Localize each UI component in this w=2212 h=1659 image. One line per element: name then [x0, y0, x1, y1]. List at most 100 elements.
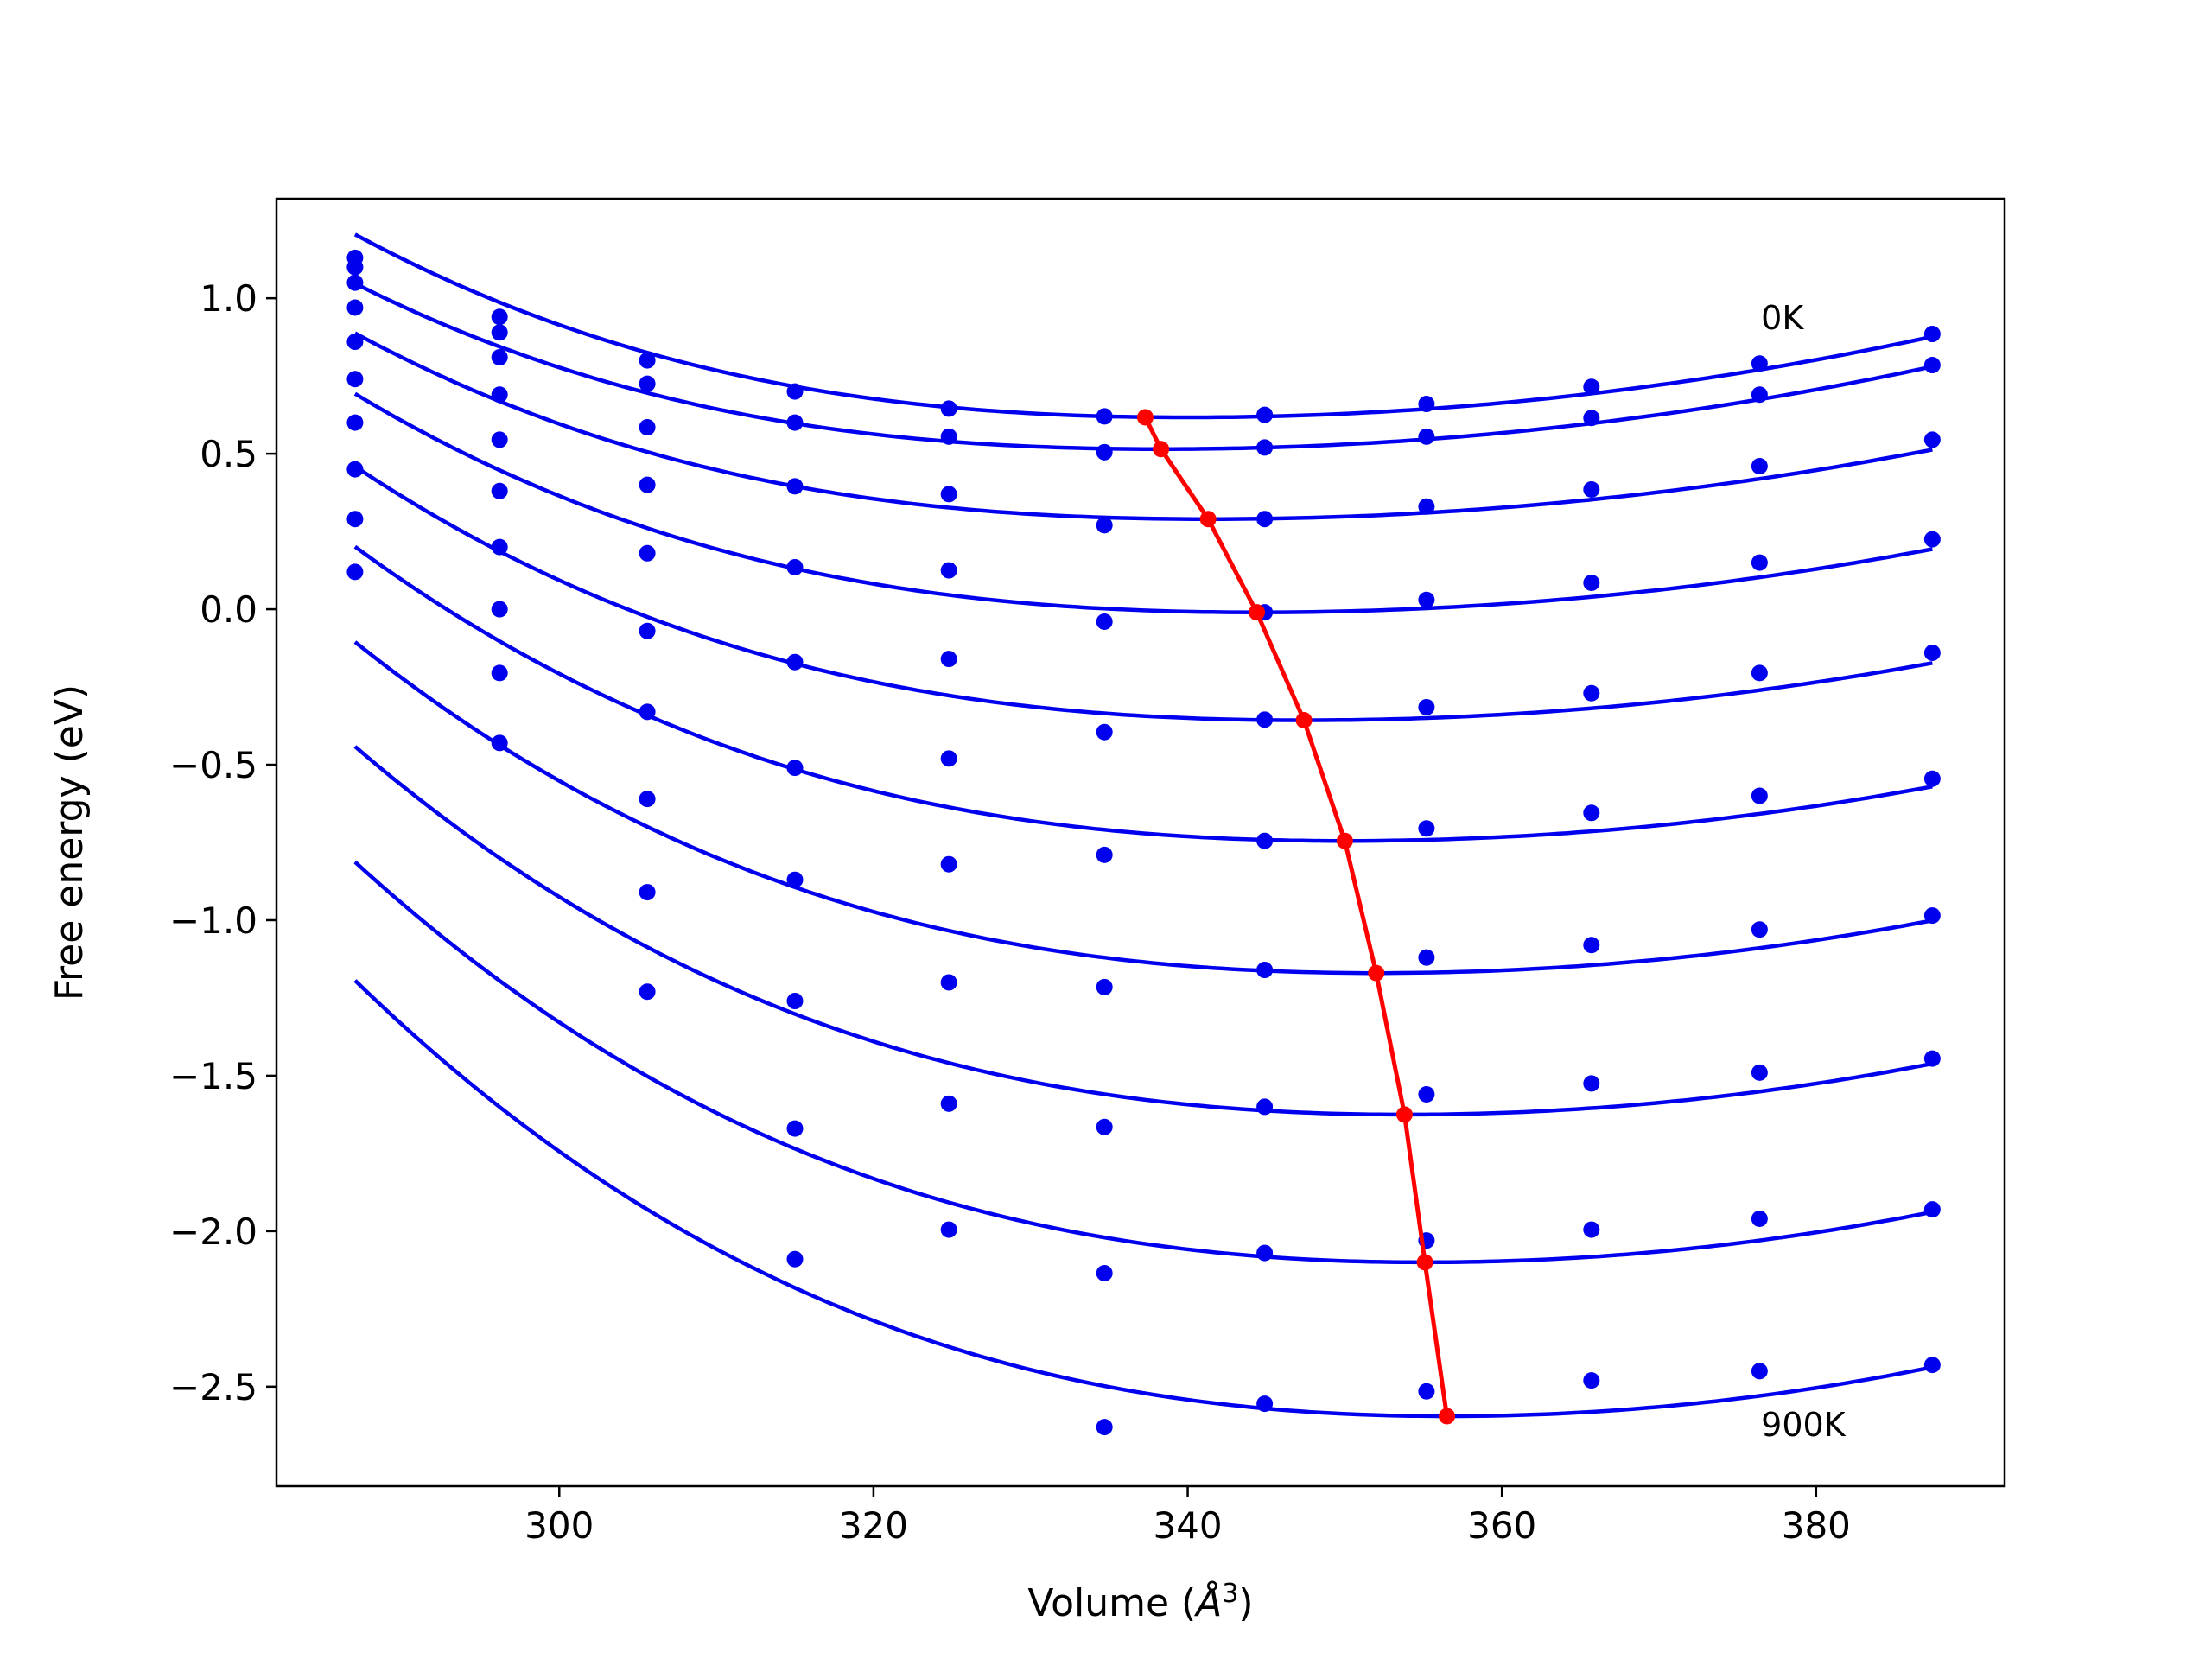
curve-500K [353, 544, 1933, 843]
point-700K-3 [786, 993, 804, 1010]
point-700K-0 [346, 461, 364, 478]
point-800K-5 [1096, 1264, 1113, 1281]
point-900K-1 [491, 734, 508, 752]
point-800K-0 [346, 511, 364, 528]
point-600K-7 [1418, 949, 1435, 966]
point-0K-4 [940, 400, 957, 417]
point-700K-8 [1583, 1075, 1600, 1092]
point-700K-5 [1096, 1118, 1113, 1135]
curve-300K [353, 391, 1933, 614]
point-300K-2 [639, 476, 656, 493]
point-300K-1 [491, 386, 508, 404]
point-600K-1 [491, 538, 508, 556]
point-300K-4 [940, 562, 957, 579]
point-600K-4 [940, 855, 957, 873]
point-900K-8 [1583, 1372, 1600, 1389]
point-300K-10 [1923, 531, 1941, 548]
point-500K-7 [1418, 820, 1435, 837]
curve-400K [353, 464, 1933, 722]
point-400K-2 [639, 544, 656, 562]
point-0K-8 [1583, 378, 1600, 396]
point-600K-0 [346, 414, 364, 431]
point-0K-9 [1751, 355, 1768, 372]
point-500K-3 [786, 760, 804, 777]
point-400K-8 [1583, 684, 1600, 702]
curve-100K [353, 282, 1933, 451]
point-900K-10 [1923, 1357, 1941, 1374]
curve-200K [353, 331, 1933, 521]
point-100K-6 [1256, 439, 1274, 456]
point-500K-4 [940, 750, 957, 767]
point-900K-3 [786, 1250, 804, 1268]
y-tick-label-0: 1.0 [200, 277, 257, 320]
point-400K-1 [491, 431, 508, 448]
point-500K-2 [639, 622, 656, 639]
point-700K-7 [1418, 1086, 1435, 1103]
point-500K-10 [1923, 770, 1941, 787]
point-300K-7 [1418, 591, 1435, 608]
minimum-point-0 [1136, 409, 1154, 426]
point-300K-3 [786, 558, 804, 575]
point-0K-1 [491, 308, 508, 326]
point-0K-6 [1256, 406, 1274, 423]
point-900K-9 [1751, 1363, 1768, 1380]
point-500K-1 [491, 482, 508, 499]
point-200K-0 [346, 274, 364, 291]
y-tick-label-2: 0.0 [200, 588, 257, 631]
point-900K-0 [346, 563, 364, 581]
plot-frame [275, 197, 2006, 1488]
curve-700K [353, 745, 1933, 1117]
point-100K-1 [491, 324, 508, 341]
point-200K-5 [1096, 517, 1113, 534]
point-400K-5 [1096, 723, 1113, 741]
x-axis-label-close: ) [1238, 1581, 1253, 1625]
y-tick-label-5: −1.5 [169, 1055, 257, 1097]
y-tick-label-7: −2.5 [169, 1366, 257, 1408]
minimum-point-6 [1368, 964, 1385, 982]
axes: 300 320 340 360 380 1.0 0.5 0.0 −0.5 −1.0 −1.5 −2.0… [169, 277, 1851, 1547]
x-tick-label-360: 360 [1467, 1504, 1536, 1547]
point-0K-3 [786, 383, 804, 400]
annotation-0k: 0K [1761, 299, 1804, 337]
point-500K-9 [1751, 787, 1768, 804]
point-900K-6 [1256, 1395, 1274, 1413]
point-500K-5 [1096, 846, 1113, 863]
x-axis-label-unit: Å [1193, 1580, 1222, 1625]
point-100K-9 [1751, 386, 1768, 404]
point-0K-2 [639, 352, 656, 369]
point-300K-9 [1751, 554, 1768, 571]
point-800K-4 [940, 1095, 957, 1112]
point-100K-3 [786, 414, 804, 431]
point-700K-4 [940, 974, 957, 991]
minimum-point-4 [1295, 712, 1313, 729]
point-500K-6 [1256, 832, 1274, 849]
point-700K-9 [1751, 1064, 1768, 1081]
point-200K-4 [940, 486, 957, 503]
point-600K-10 [1923, 907, 1941, 925]
point-300K-8 [1583, 574, 1600, 591]
point-200K-10 [1923, 431, 1941, 448]
point-0K-10 [1923, 326, 1941, 343]
point-800K-6 [1256, 1244, 1274, 1262]
minimum-line [1143, 416, 1449, 1417]
x-axis-label-exponent: 3 [1222, 1579, 1238, 1609]
point-600K-5 [1096, 978, 1113, 995]
point-700K-2 [639, 791, 656, 808]
point-200K-7 [1418, 498, 1435, 515]
point-900K-7 [1418, 1382, 1435, 1400]
point-200K-1 [491, 349, 508, 366]
point-400K-7 [1418, 698, 1435, 715]
point-200K-3 [786, 478, 804, 495]
point-100K-2 [639, 375, 656, 392]
point-900K-2 [639, 983, 656, 1001]
point-400K-9 [1751, 664, 1768, 682]
point-100K-10 [1923, 357, 1941, 374]
point-800K-10 [1923, 1201, 1941, 1218]
point-600K-3 [786, 871, 804, 888]
point-600K-2 [639, 703, 656, 721]
point-400K-10 [1923, 644, 1941, 661]
point-100K-8 [1583, 410, 1600, 427]
plot-area [346, 232, 1941, 1436]
minimum-point-3 [1249, 604, 1266, 621]
